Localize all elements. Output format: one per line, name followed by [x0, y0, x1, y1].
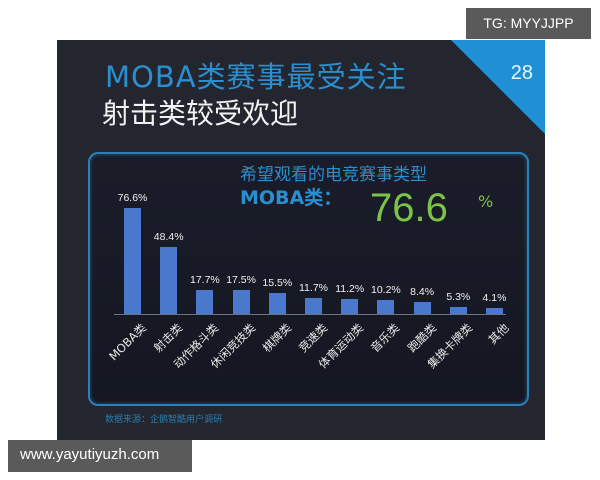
highlight-label: MOBA类： — [240, 187, 343, 209]
category-label: 其他 — [484, 320, 512, 347]
bar — [377, 299, 395, 314]
headline-subtitle: 射击类较受欢迎 — [102, 97, 299, 130]
bar-chart: 76.6% MOBA类 48.4% 射击类 17.7% 动作格斗类 17.5% 休闲竞技类 15… — [90, 154, 527, 404]
bar — [486, 308, 503, 314]
chart-title: 希望观看的电竞赛事类型 — [240, 165, 427, 185]
bar-value-label: 11.2% — [335, 282, 365, 295]
bar — [160, 247, 178, 314]
bar-value-label: 5.3% — [446, 290, 471, 303]
watermark-top-right: TG: MYYJJPP — [466, 8, 591, 39]
bar-value-label: 17.5% — [226, 273, 256, 286]
x-axis-line — [114, 314, 506, 315]
bar — [124, 208, 141, 314]
bar — [341, 298, 359, 314]
bar-value-label: 11.7% — [299, 281, 328, 294]
page-number: 28 — [510, 62, 533, 84]
category-label: 音乐类 — [368, 320, 403, 356]
bar — [232, 289, 250, 314]
highlight-unit: % — [478, 192, 494, 211]
page-corner-triangle — [451, 40, 545, 134]
category-label: 棋牌类 — [259, 320, 294, 356]
bar-value-label: 48.4% — [153, 231, 184, 244]
bar — [196, 289, 214, 314]
data-source-note: 数据来源：企鹅智酷用户调研 — [105, 415, 223, 425]
category-label: MOBA类 — [106, 320, 150, 364]
bar-value-label: 10.2% — [371, 283, 401, 296]
bar — [268, 292, 286, 314]
bar-value-label: 4.1% — [482, 292, 507, 305]
bar-value-label: 8.4% — [410, 286, 435, 299]
bar — [449, 306, 467, 314]
chart-frame: 希望观看的电竞赛事类型 MOBA类： 76.6 % 76.6% MOBA类 48.4… — [88, 152, 529, 406]
bar-value-label: 76.6% — [117, 192, 148, 204]
highlight-value: 76.6 — [370, 186, 448, 230]
bar-value-label: 15.5% — [262, 276, 293, 289]
bar — [305, 297, 322, 314]
bar — [413, 302, 431, 314]
bar-value-label: 17.7% — [190, 273, 220, 286]
headline-title: MOBA类赛事最受关注 — [105, 60, 407, 94]
infographic-panel: 28 MOBA类赛事最受关注 射击类较受欢迎 希望观看的电竞赛事类型 MOBA类… — [57, 40, 545, 440]
watermark-bottom-left: www.yayutiyuzh.com — [8, 440, 192, 472]
